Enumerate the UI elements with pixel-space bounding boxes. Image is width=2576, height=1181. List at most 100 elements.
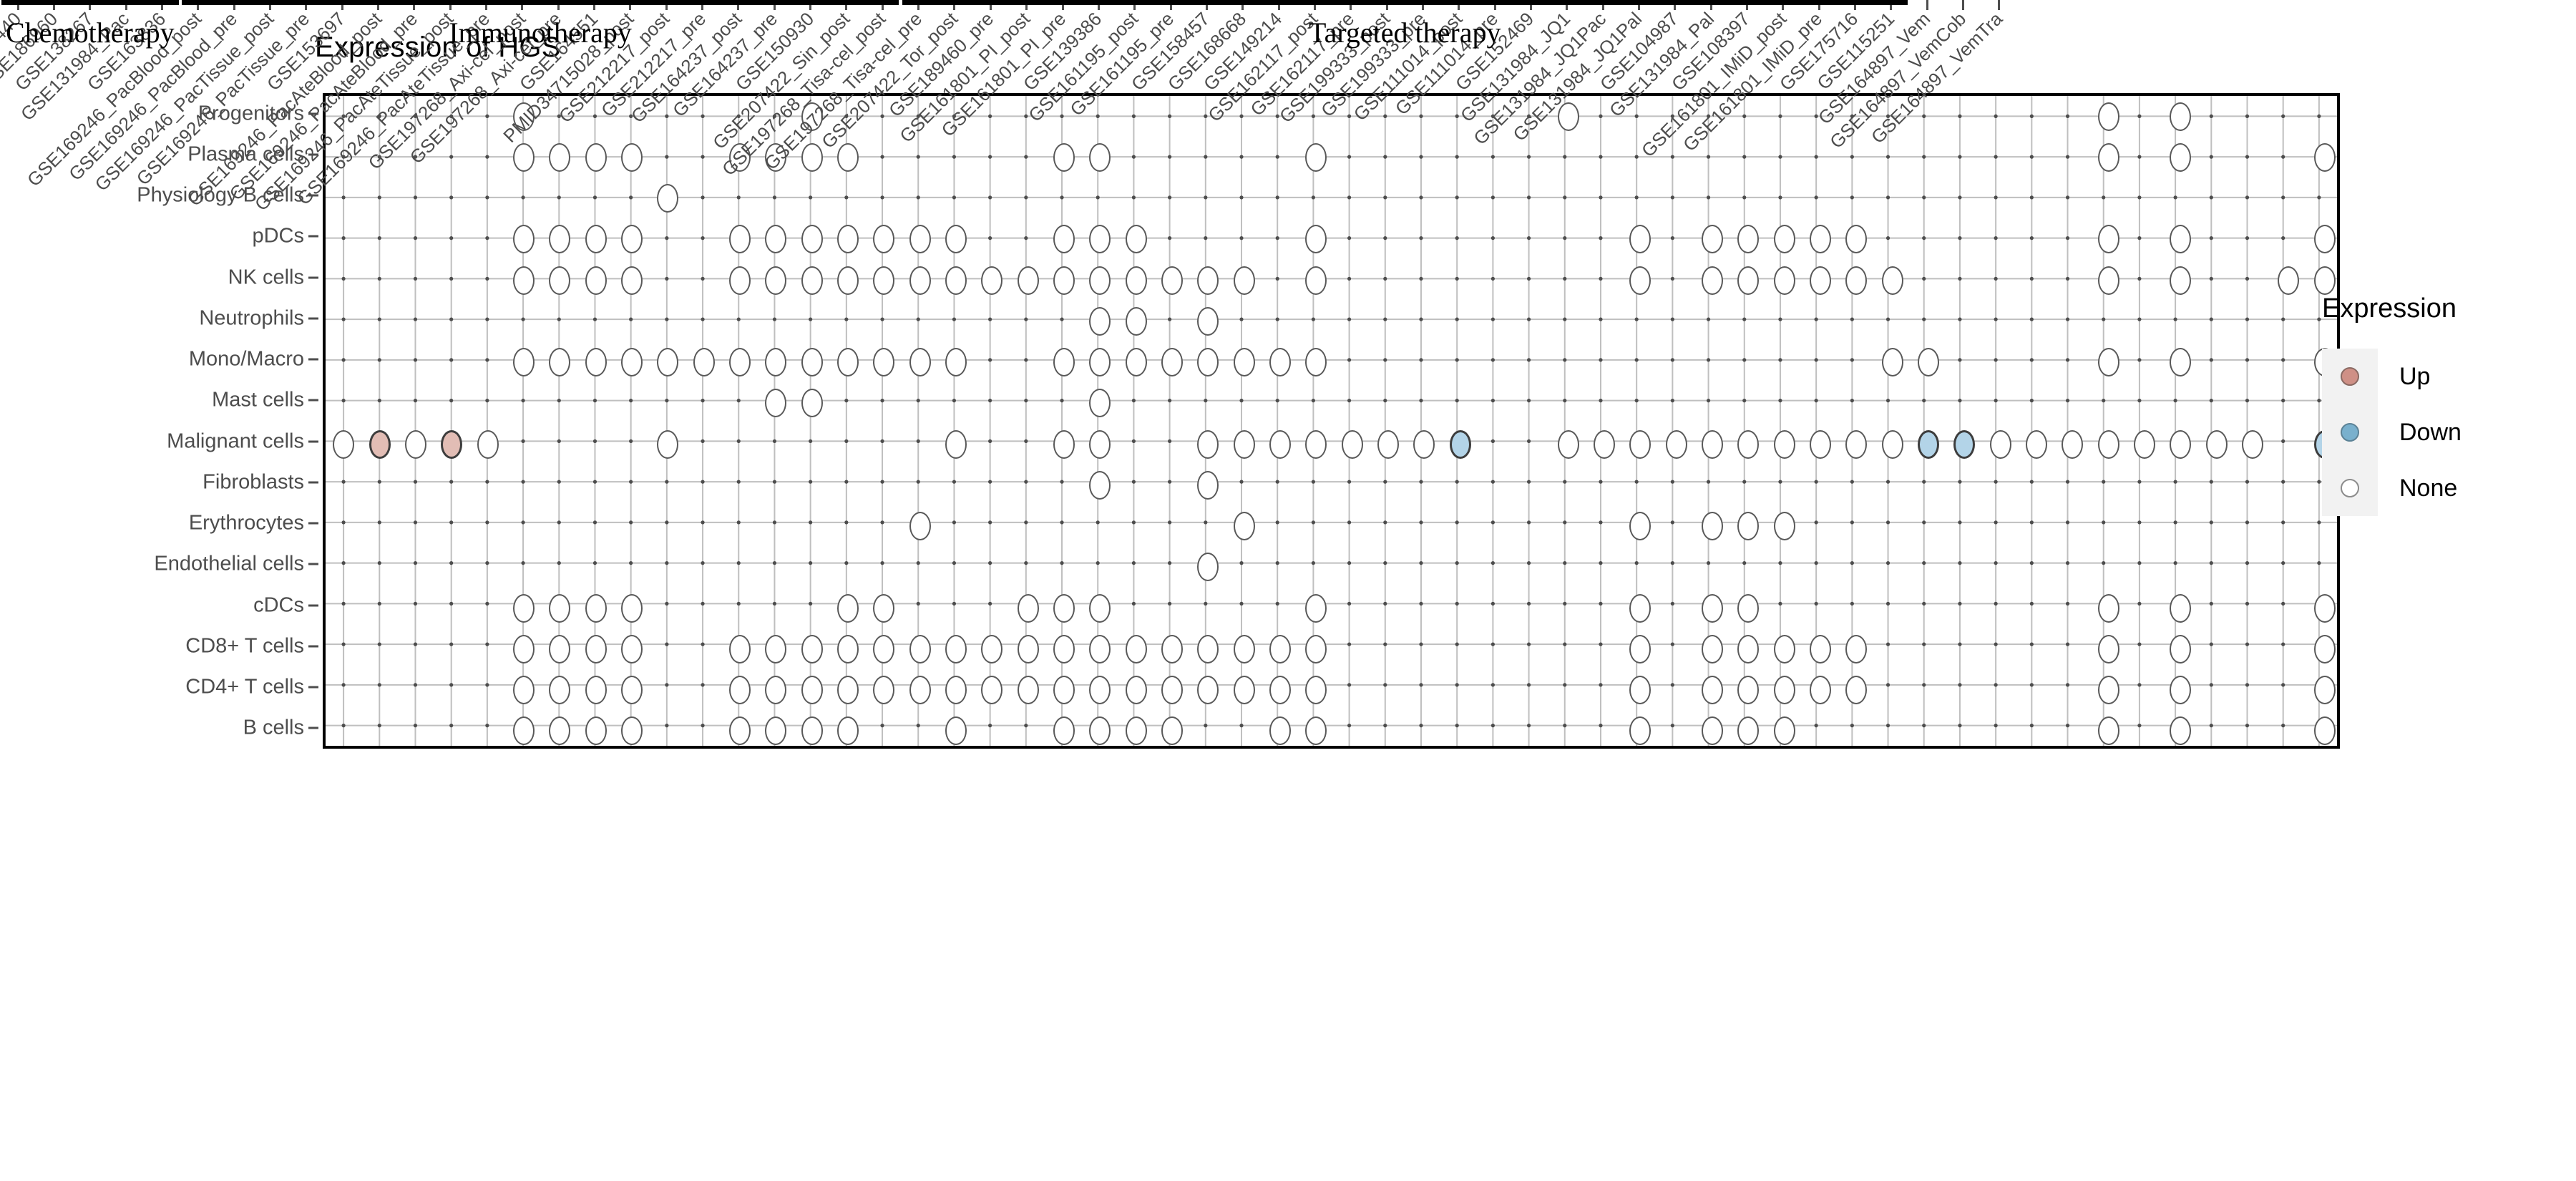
- dot-cell[interactable]: [1702, 429, 1724, 459]
- dot-cell[interactable]: [1702, 716, 1724, 746]
- dot-cell[interactable]: [1125, 348, 1147, 377]
- dot-cell[interactable]: [1197, 553, 1219, 582]
- legend-item[interactable]: None: [2322, 460, 2462, 516]
- dot-cell[interactable]: [2097, 429, 2119, 459]
- dot-cell[interactable]: [909, 634, 931, 664]
- dot-cell[interactable]: [873, 266, 895, 295]
- dot-cell[interactable]: [728, 634, 751, 664]
- dot-cell[interactable]: [765, 389, 787, 418]
- legend-item[interactable]: Down: [2322, 404, 2462, 460]
- dot-cell[interactable]: [1125, 266, 1147, 295]
- dot-cell[interactable]: [1017, 676, 1039, 705]
- dot-cell[interactable]: [1305, 225, 1327, 254]
- dot-cell[interactable]: [1053, 266, 1075, 295]
- dot-cell[interactable]: [657, 429, 679, 459]
- dot-cell[interactable]: [1629, 716, 1652, 746]
- dot-cell[interactable]: [512, 266, 535, 295]
- dot-cell[interactable]: [1053, 593, 1075, 623]
- dot-cell[interactable]: [1594, 429, 1616, 459]
- dot-cell[interactable]: [1197, 634, 1219, 664]
- dot-cell[interactable]: [1305, 593, 1327, 623]
- dot-cell[interactable]: [1305, 429, 1327, 459]
- dot-cell[interactable]: [728, 348, 751, 377]
- dot-cell[interactable]: [945, 676, 967, 705]
- dot-cell[interactable]: [549, 225, 571, 254]
- dot-cell[interactable]: [836, 593, 859, 623]
- dot-cell[interactable]: [1629, 266, 1652, 295]
- dot-cell[interactable]: [549, 266, 571, 295]
- dot-cell[interactable]: [728, 716, 751, 746]
- dot-cell[interactable]: [1089, 676, 1111, 705]
- dot-cell[interactable]: [2242, 429, 2264, 459]
- dot-cell[interactable]: [2097, 225, 2119, 254]
- dot-cell[interactable]: [2313, 634, 2336, 664]
- dot-cell[interactable]: [1881, 266, 1903, 295]
- dot-cell[interactable]: [1161, 266, 1183, 295]
- dot-cell[interactable]: [1305, 676, 1327, 705]
- dot-cell[interactable]: [1810, 634, 1832, 664]
- dot-cell[interactable]: [1305, 716, 1327, 746]
- dot-cell[interactable]: [801, 348, 823, 377]
- dot-cell[interactable]: [1629, 676, 1652, 705]
- dot-cell[interactable]: [836, 716, 859, 746]
- dot-cell[interactable]: [1557, 102, 1579, 131]
- dot-cell[interactable]: [728, 676, 751, 705]
- dot-cell[interactable]: [1737, 225, 1760, 254]
- dot-cell[interactable]: [1449, 429, 1471, 459]
- dot-cell[interactable]: [873, 225, 895, 254]
- dot-cell[interactable]: [765, 634, 787, 664]
- dot-cell[interactable]: [1305, 634, 1327, 664]
- dot-cell[interactable]: [549, 716, 571, 746]
- dot-cell[interactable]: [549, 676, 571, 705]
- dot-cell[interactable]: [2170, 102, 2192, 131]
- dot-cell[interactable]: [333, 429, 355, 459]
- dot-cell[interactable]: [620, 348, 643, 377]
- dot-cell[interactable]: [945, 634, 967, 664]
- dot-cell[interactable]: [981, 676, 1003, 705]
- dot-cell[interactable]: [1089, 389, 1111, 418]
- dot-cell[interactable]: [2313, 225, 2336, 254]
- dot-cell[interactable]: [512, 593, 535, 623]
- dot-cell[interactable]: [1053, 142, 1075, 172]
- dot-cell[interactable]: [1845, 266, 1868, 295]
- dot-cell[interactable]: [873, 676, 895, 705]
- dot-cell[interactable]: [2170, 634, 2192, 664]
- dot-cell[interactable]: [585, 225, 607, 254]
- dot-cell[interactable]: [1017, 634, 1039, 664]
- dot-cell[interactable]: [1017, 593, 1039, 623]
- dot-cell[interactable]: [1089, 429, 1111, 459]
- dot-cell[interactable]: [1053, 348, 1075, 377]
- dot-cell[interactable]: [585, 676, 607, 705]
- dot-cell[interactable]: [585, 716, 607, 746]
- dot-cell[interactable]: [2097, 142, 2119, 172]
- dot-cell[interactable]: [1233, 676, 1255, 705]
- dot-cell[interactable]: [1629, 634, 1652, 664]
- dot-cell[interactable]: [1269, 348, 1291, 377]
- dot-cell[interactable]: [512, 634, 535, 664]
- dot-cell[interactable]: [728, 266, 751, 295]
- dot-cell[interactable]: [1413, 429, 1435, 459]
- dot-cell[interactable]: [1702, 225, 1724, 254]
- dot-cell[interactable]: [1161, 716, 1183, 746]
- dot-cell[interactable]: [1125, 634, 1147, 664]
- dot-cell[interactable]: [945, 716, 967, 746]
- dot-cell[interactable]: [836, 348, 859, 377]
- dot-cell[interactable]: [909, 225, 931, 254]
- dot-cell[interactable]: [2097, 716, 2119, 746]
- dot-cell[interactable]: [2205, 429, 2228, 459]
- dot-cell[interactable]: [1629, 512, 1652, 541]
- dot-cell[interactable]: [657, 184, 679, 213]
- dot-cell[interactable]: [1773, 429, 1795, 459]
- dot-cell[interactable]: [1053, 676, 1075, 705]
- dot-cell[interactable]: [512, 225, 535, 254]
- dot-cell[interactable]: [620, 266, 643, 295]
- dot-cell[interactable]: [1773, 266, 1795, 295]
- dot-cell[interactable]: [836, 225, 859, 254]
- dot-cell[interactable]: [1089, 306, 1111, 336]
- dot-cell[interactable]: [1810, 225, 1832, 254]
- dot-cell[interactable]: [2170, 676, 2192, 705]
- dot-cell[interactable]: [1377, 429, 1399, 459]
- dot-cell[interactable]: [1161, 634, 1183, 664]
- dot-cell[interactable]: [2313, 593, 2336, 623]
- dot-cell[interactable]: [1125, 676, 1147, 705]
